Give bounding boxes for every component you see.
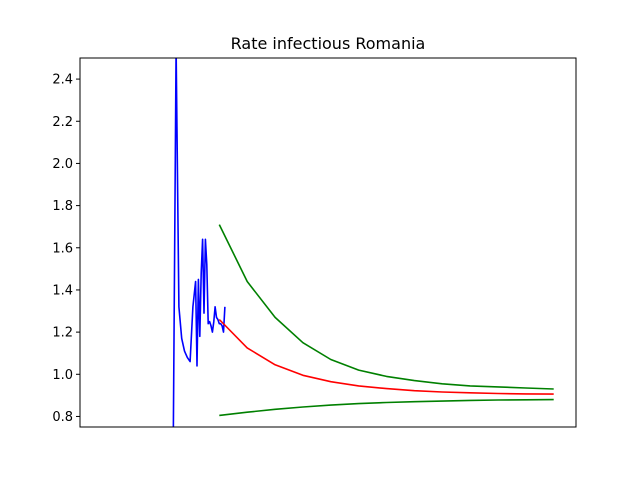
series-line-4	[219, 398, 554, 417]
y-tick-label: 1.6	[52, 241, 73, 256]
chart-title: Rate infectious Romania	[231, 34, 426, 53]
series-line-3	[218, 224, 554, 390]
series-layer	[172, 58, 554, 427]
plot-frame	[79, 57, 577, 428]
series-line-2	[218, 318, 554, 395]
y-tick-label: 2.4	[52, 73, 73, 88]
y-tick-label: 0.8	[52, 410, 73, 425]
y-axis: 0.8 1.0 1.2 1.4 1.6 1.8 2.0 2.2 2.4	[52, 73, 80, 425]
y-tick-label: 2.0	[52, 157, 73, 172]
y-tick-label: 1.4	[52, 283, 73, 298]
y-tick-label: 1.2	[52, 326, 73, 341]
series-line-1	[172, 58, 226, 427]
y-tick-label: 1.8	[52, 199, 73, 214]
y-tick-label: 1.0	[52, 368, 73, 383]
y-tick-label: 2.2	[52, 115, 73, 130]
